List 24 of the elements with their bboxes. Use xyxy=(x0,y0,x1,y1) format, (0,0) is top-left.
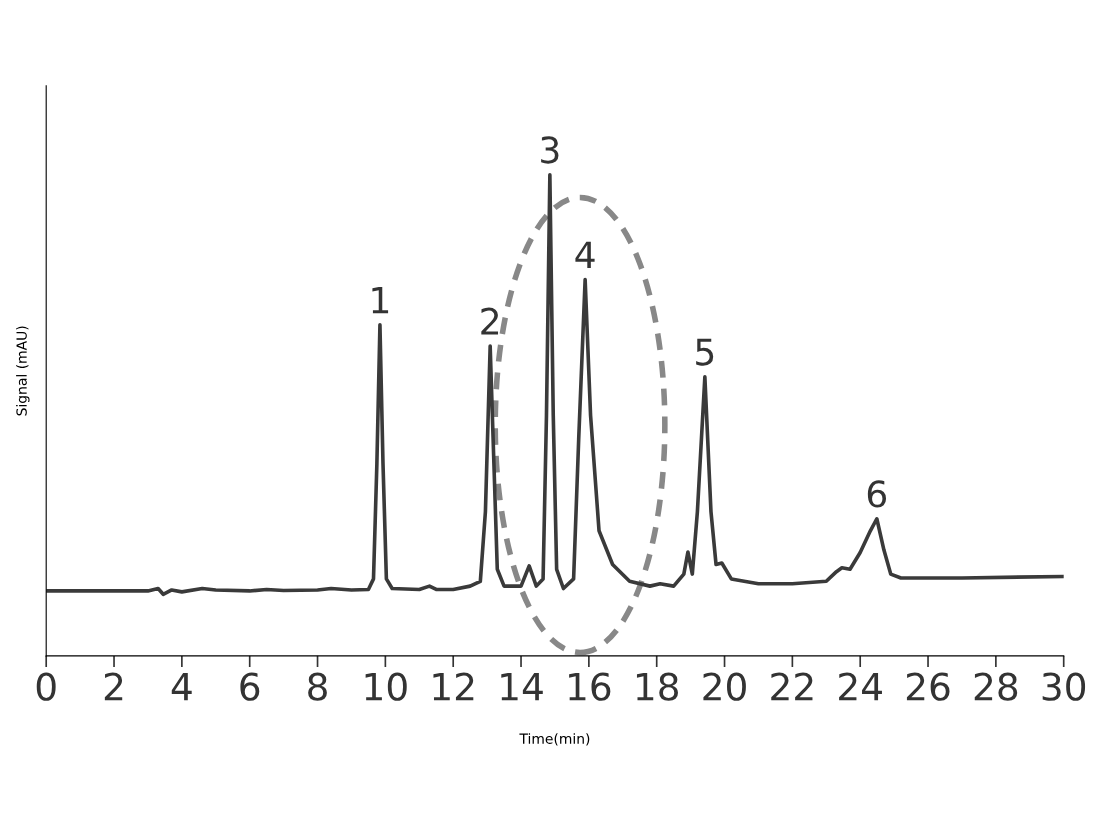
x-tick-label: 24 xyxy=(839,672,882,701)
x-tick-label: 6 xyxy=(240,672,260,701)
x-tick-label: 30 xyxy=(1042,672,1086,701)
annotation: 6 xyxy=(867,480,887,508)
x-tick-label: 0 xyxy=(36,672,56,701)
x-axis-title: Time(min) xyxy=(519,733,590,746)
x-tick-label: 2 xyxy=(104,672,123,701)
x-tick-label: 18 xyxy=(636,672,678,701)
x-tick-label: 16 xyxy=(569,672,611,701)
annotation: 4 xyxy=(575,241,595,268)
x-tick-label: 10 xyxy=(365,672,407,701)
x-tick-label: 26 xyxy=(906,672,950,701)
x-tick-label: 14 xyxy=(501,673,543,701)
x-tick-label: 20 xyxy=(703,672,746,701)
y-axis-title: Signal (mAU) xyxy=(16,326,30,416)
annotation: 1 xyxy=(372,286,389,314)
annotation: 3 xyxy=(541,136,559,164)
annotation: 2 xyxy=(481,307,499,335)
x-tick-label: 4 xyxy=(171,673,192,701)
x-tick-label: 22 xyxy=(771,672,813,701)
x-tick-label: 28 xyxy=(974,672,1018,701)
x-tick-label: 8 xyxy=(308,672,327,701)
annotation: 5 xyxy=(696,338,714,366)
x-tick-label: 12 xyxy=(433,672,474,701)
